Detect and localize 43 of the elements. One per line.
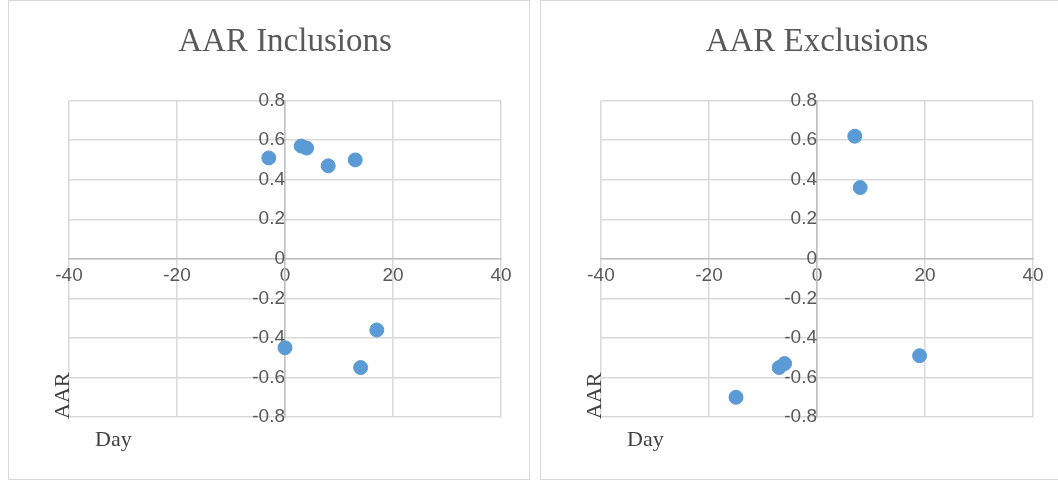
y-tick-label: -0.2 (252, 286, 285, 308)
point (771, 360, 787, 376)
chart-title: AAR Exclusions (705, 22, 929, 59)
y-tick-label: -0.2 (784, 286, 817, 308)
x-tick-label: 20 (382, 264, 404, 286)
point (728, 389, 744, 405)
point (852, 180, 868, 196)
x-tick-label: -40 (55, 264, 83, 286)
y-tick-label: -0.4 (252, 326, 286, 348)
x-tick-label: 20 (914, 264, 936, 286)
chart-title: AAR Inclusions (178, 22, 392, 59)
y-tick-label: 0.8 (258, 88, 285, 110)
y-tick-label: -0.8 (252, 405, 285, 427)
point (347, 152, 363, 168)
y-tick-label: -0.6 (252, 365, 285, 387)
y-tick-label: 0.6 (790, 128, 817, 150)
y-tick-label: 0 (806, 247, 817, 269)
x-axis-title: Day (627, 426, 664, 452)
y-tick-label: 0 (274, 247, 285, 269)
point (369, 322, 385, 338)
y-tick-label: 0.8 (790, 88, 817, 110)
y-axis-title: AAR (581, 372, 607, 419)
y-tick-label: -0.4 (784, 326, 818, 348)
y-tick-label: 0.4 (258, 167, 286, 189)
point (847, 128, 863, 144)
point (299, 140, 315, 156)
point (353, 360, 369, 376)
y-tick-label: 0.4 (790, 167, 818, 189)
point (912, 348, 928, 364)
x-tick-label: -20 (695, 264, 723, 286)
y-axis-title: AAR (49, 372, 75, 419)
x-tick-label: 40 (490, 264, 512, 286)
point (320, 158, 336, 174)
x-tick-label: -40 (587, 264, 615, 286)
point (261, 150, 277, 166)
x-tick-label: -20 (163, 264, 191, 286)
y-tick-label: 0.2 (790, 207, 817, 229)
y-tick-label: 0.6 (258, 128, 285, 150)
y-tick-label: -0.8 (784, 405, 817, 427)
x-axis-title: Day (95, 426, 132, 452)
x-tick-label: 40 (1022, 264, 1044, 286)
y-tick-label: -0.6 (784, 365, 817, 387)
y-tick-label: 0.2 (258, 207, 285, 229)
